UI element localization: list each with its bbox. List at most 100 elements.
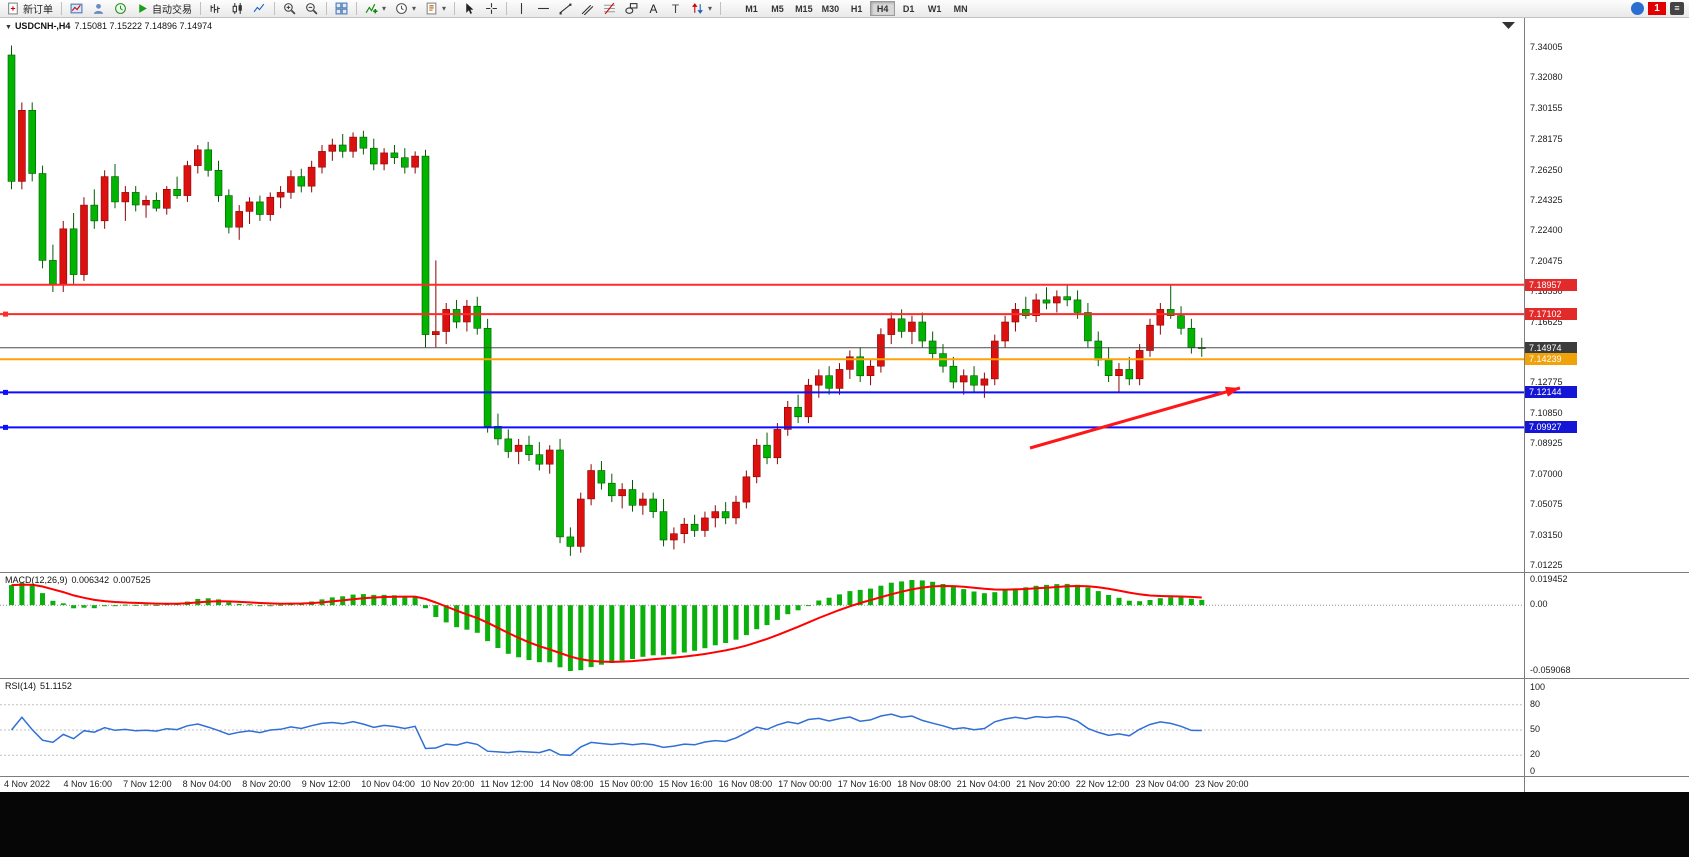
candlestick-chart-button[interactable] <box>227 1 248 17</box>
candle <box>732 501 740 519</box>
timeframe-w1[interactable]: W1 <box>922 1 947 16</box>
candle <box>980 378 989 386</box>
macd-histogram-bar <box>909 580 915 606</box>
macd-histogram-bar <box>278 604 284 606</box>
candle <box>38 173 47 261</box>
history-center-button[interactable] <box>110 1 131 17</box>
macd-signal-line <box>11 583 1202 663</box>
candle <box>411 155 419 168</box>
candle <box>400 157 409 168</box>
macd-histogram-bar <box>454 605 460 628</box>
crosshair-button[interactable] <box>481 1 502 17</box>
templates-button[interactable]: ▾ <box>421 1 450 17</box>
community-icon[interactable] <box>1631 2 1644 15</box>
text-label-icon: T <box>669 2 682 16</box>
zoom-in-button[interactable] <box>279 1 300 17</box>
cursor-button[interactable] <box>459 1 480 17</box>
timeframe-mn[interactable]: MN <box>948 1 973 16</box>
macd-histogram-bar <box>153 604 159 606</box>
zoom-out-icon <box>305 2 318 15</box>
menu-icon[interactable]: ≡ <box>1670 2 1684 15</box>
line-handle[interactable] <box>3 424 8 430</box>
candle <box>649 498 658 512</box>
timeframe-m5[interactable]: M5 <box>765 1 790 16</box>
candle <box>897 318 906 332</box>
periods-button[interactable]: ▾ <box>391 1 420 17</box>
macd-axis-zero: 0.00 <box>1530 599 1548 610</box>
vertical-line-button[interactable] <box>511 1 532 17</box>
separator <box>356 2 357 15</box>
timeframe-m15[interactable]: M15 <box>791 1 817 16</box>
time-label: 9 Nov 12:00 <box>301 779 351 789</box>
line-handle[interactable] <box>3 389 8 395</box>
time-label: 17 Nov 00:00 <box>778 779 832 789</box>
zoom-out-button[interactable] <box>301 1 322 17</box>
candle <box>535 454 544 465</box>
arrows-button[interactable]: ▾ <box>687 1 716 17</box>
tile-windows-button[interactable] <box>331 1 352 17</box>
auto-trading-button[interactable]: 自动交易 <box>132 1 196 17</box>
trend-arrow-line[interactable] <box>1029 386 1241 450</box>
rsi-label-row: RSI(14) 51.1152 <box>5 681 76 691</box>
collapse-triangle-icon[interactable]: ▼ <box>5 24 12 31</box>
time-label: 15 Nov 00:00 <box>599 779 654 789</box>
channel-button[interactable] <box>577 1 598 17</box>
time-axis[interactable]: 4 Nov 2022 4 Nov 16:00 7 Nov 12:00 8 Nov 04… <box>0 776 1689 792</box>
price-tick: 7.28175 <box>1530 134 1563 145</box>
timeframe-h1[interactable]: H1 <box>844 1 869 16</box>
candle <box>380 152 388 165</box>
profile-button[interactable] <box>88 1 109 17</box>
macd-histogram-bar <box>1126 600 1132 606</box>
candle <box>276 192 285 198</box>
periods-clock-icon <box>395 2 408 15</box>
zoom-in-icon <box>283 2 296 15</box>
candle <box>338 144 347 152</box>
notification-badge[interactable]: 1 <box>1648 2 1666 15</box>
new-order-icon <box>7 2 20 15</box>
chart-window-button[interactable] <box>66 1 87 17</box>
candlestick-chart <box>0 22 1524 556</box>
line-chart-button[interactable] <box>249 1 270 17</box>
macd-histogram-bar <box>816 600 822 606</box>
line-handle[interactable] <box>3 311 8 317</box>
macd-histogram-bar <box>961 589 967 606</box>
trendline-button[interactable] <box>555 1 576 17</box>
candle <box>1104 359 1113 376</box>
horizontal-line-button[interactable] <box>533 1 554 17</box>
macd-histogram-bar <box>495 605 501 648</box>
text-label-button[interactable]: T <box>665 1 686 17</box>
trend-arrow-head[interactable] <box>1225 386 1240 397</box>
indicators-icon <box>365 2 378 15</box>
candle <box>194 149 202 166</box>
candle <box>90 204 99 222</box>
price-axis[interactable]: 7.34005 7.32080 7.30155 7.28175 7.26250 7.243… <box>1524 18 1689 792</box>
indicators-button[interactable]: ▾ <box>361 1 390 17</box>
price-tick: 7.10850 <box>1530 407 1563 418</box>
timeframe-h4[interactable]: H4 <box>870 1 896 16</box>
price-tick: 7.01225 <box>1530 559 1563 570</box>
timeframe-m30[interactable]: M30 <box>818 1 844 16</box>
macd-histogram-bar <box>81 605 87 608</box>
timeframe-m1[interactable]: M1 <box>739 1 764 16</box>
candle <box>494 425 502 440</box>
candle <box>287 176 295 193</box>
timeframe-d1[interactable]: D1 <box>896 1 921 16</box>
macd-histogram-bar <box>795 605 801 611</box>
new-order-button[interactable]: 新订单 <box>3 1 57 17</box>
chart-shift-marker[interactable] <box>1502 22 1515 29</box>
time-label: 23 Nov 20:00 <box>1195 779 1249 789</box>
bar-chart-button[interactable] <box>205 1 226 17</box>
rsi-value: 51.1152 <box>40 681 72 691</box>
text-button[interactable]: A <box>643 1 664 17</box>
fibonacci-button[interactable] <box>599 1 620 17</box>
macd-histogram-bar <box>857 589 863 606</box>
time-label: 15 Nov 16:00 <box>659 779 713 789</box>
macd-histogram-bar <box>1188 598 1194 606</box>
macd-histogram-bar <box>40 593 45 606</box>
macd-histogram-bar <box>102 605 108 607</box>
macd-value: 0.006342 <box>71 575 110 585</box>
shapes-button[interactable] <box>621 1 642 17</box>
candle <box>307 166 316 187</box>
rsi-chart <box>0 704 1524 757</box>
time-label: 4 Nov 16:00 <box>63 779 113 789</box>
